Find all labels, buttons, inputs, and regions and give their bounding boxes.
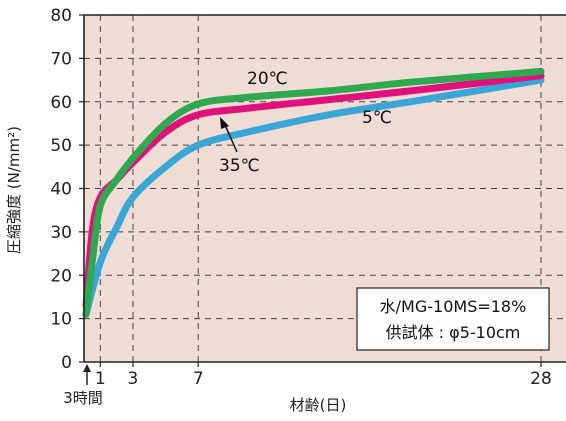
note-line-2: 供試体 : φ5-10cm xyxy=(386,323,521,342)
series-label-20: 20℃ xyxy=(247,69,288,89)
note-line-1: 水/MG-10MS=18% xyxy=(380,297,527,316)
series-label-5: 5℃ xyxy=(362,108,392,128)
y-tick-label: 40 xyxy=(50,180,72,200)
y-tick-label: 0 xyxy=(61,353,72,373)
note-box: 水/MG-10MS=18% 供試体 : φ5-10cm xyxy=(357,288,549,350)
y-tick-label: 50 xyxy=(50,136,72,156)
y-tick-label: 80 xyxy=(50,6,72,26)
x-tick-label: 28 xyxy=(530,369,552,389)
x-extra-label: 3時間 xyxy=(63,389,103,407)
x-tick-label: 7 xyxy=(193,369,204,389)
y-tick-label: 70 xyxy=(50,49,72,69)
series-label-35: 35℃ xyxy=(219,156,260,176)
y-axis-title: 圧縮強度 (N/mm²) xyxy=(5,126,23,254)
x-axis-title: 材齢(日) xyxy=(290,396,347,414)
x-tick-label: 1 xyxy=(95,369,106,389)
y-tick-label: 60 xyxy=(50,93,72,113)
y-tick-label: 30 xyxy=(50,223,72,243)
x-tick-label: 3 xyxy=(128,369,139,389)
y-tick-label: 10 xyxy=(50,310,72,330)
up-arrow-icon xyxy=(83,364,91,385)
y-tick-label: 20 xyxy=(50,266,72,286)
